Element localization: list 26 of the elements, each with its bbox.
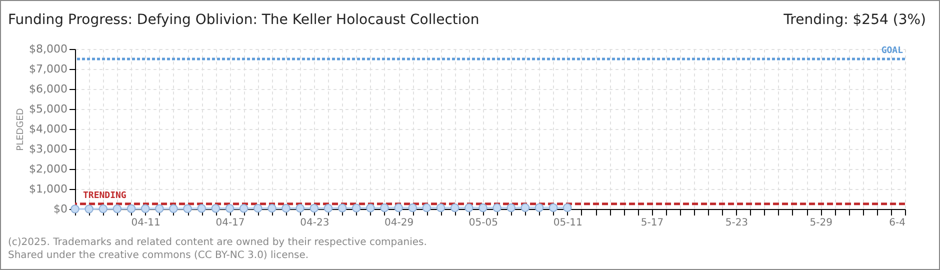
y-tick-label: $8,000 xyxy=(29,42,68,56)
x-tick-label: 5-17 xyxy=(640,218,664,228)
x-tick-label: 04-23 xyxy=(300,218,330,228)
y-tick-label: $6,000 xyxy=(29,82,68,96)
y-tick-label: $2,000 xyxy=(29,162,68,176)
chart-title: Funding Progress: Defying Oblivion: The Keller Holocaust Collection xyxy=(8,12,480,28)
x-tick-label: 6-4 xyxy=(889,218,906,228)
ref-line-label: GOAL xyxy=(881,46,904,56)
y-tick-label: $5,000 xyxy=(29,102,68,116)
ref-line-label: TRENDING xyxy=(83,190,126,201)
y-tick-label: $7,000 xyxy=(29,62,68,76)
x-tick-label: 04-11 xyxy=(131,218,160,228)
x-tick-label: 04-29 xyxy=(384,218,414,228)
x-tick-label: 05-05 xyxy=(468,218,498,228)
x-tick-label: 04-17 xyxy=(216,218,245,228)
y-tick-label: $0 xyxy=(54,202,68,216)
text: Trending: $254 (3%) xyxy=(784,12,926,28)
text: Shared under the creative commons (CC BY-NC 3.0) license. xyxy=(8,249,310,262)
y-tick-label: $3,000 xyxy=(29,142,68,156)
text: (c)2025. Trademarks and related content are owned by their respective companies. xyxy=(8,236,427,249)
x-tick-label: 5-23 xyxy=(725,218,748,228)
x-tick-label: 5-29 xyxy=(810,218,832,228)
x-tick-label: 05-11 xyxy=(553,218,582,228)
y-tick-label: $1,000 xyxy=(29,182,68,196)
y-tick-label: $4,000 xyxy=(29,122,68,136)
y-axis-title: PLEDGED xyxy=(16,108,26,151)
